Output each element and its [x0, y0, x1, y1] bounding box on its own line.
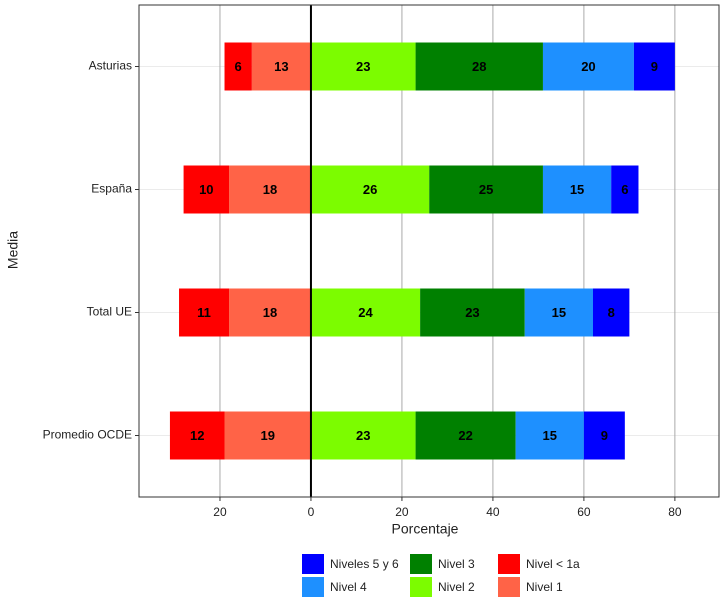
- bar-segment: [310, 288, 421, 337]
- y-tick-label: España: [91, 182, 132, 196]
- data-label: 9: [601, 428, 608, 443]
- data-label: 23: [356, 59, 370, 74]
- bar-segment: [583, 411, 625, 460]
- legend-label: Nivel 4: [330, 580, 367, 594]
- data-label: 23: [465, 305, 479, 320]
- data-label: 15: [570, 182, 584, 197]
- x-axis-title: Porcentaje: [392, 521, 459, 537]
- data-label: 24: [358, 305, 373, 320]
- bar-segment: [310, 165, 430, 214]
- data-label: 23: [356, 428, 370, 443]
- legend-swatch: [498, 577, 520, 597]
- bar-segment: [251, 42, 311, 91]
- bar-segment: [224, 411, 311, 460]
- data-label: 15: [543, 428, 557, 443]
- data-label: 18: [263, 182, 277, 197]
- data-label: 20: [581, 59, 595, 74]
- bar-segment: [592, 288, 630, 337]
- bar-segment: [633, 42, 675, 91]
- x-tick-label: 0: [308, 505, 315, 519]
- bar-segment: [415, 411, 516, 460]
- legend-swatch: [302, 577, 324, 597]
- data-label: 8: [608, 305, 615, 320]
- bar-segment: [542, 165, 612, 214]
- x-tick-label: 20: [213, 505, 227, 519]
- legend-label: Niveles 5 y 6: [330, 557, 399, 571]
- x-tick-label: 40: [486, 505, 500, 519]
- data-label: 13: [274, 59, 288, 74]
- y-axis-title: Media: [5, 231, 21, 269]
- bar-segment: [542, 42, 634, 91]
- legend-label: Nivel 2: [438, 580, 475, 594]
- x-tick-label: 20: [395, 505, 409, 519]
- legend-swatch: [302, 554, 324, 574]
- data-label: 28: [472, 59, 486, 74]
- legend-label: Nivel < 1a: [526, 557, 580, 571]
- bar-segment: [524, 288, 593, 337]
- legend-swatch: [410, 577, 432, 597]
- data-label: 10: [199, 182, 213, 197]
- data-label: 25: [479, 182, 493, 197]
- x-tick-label: 60: [577, 505, 591, 519]
- y-tick-label: Asturias: [89, 59, 132, 73]
- data-label: 9: [651, 59, 658, 74]
- bar-segment: [515, 411, 584, 460]
- data-label: 12: [190, 428, 204, 443]
- bar-segment: [429, 165, 543, 214]
- bar-segment: [611, 165, 639, 214]
- y-tick-label: Promedio OCDE: [43, 428, 132, 442]
- data-label: 19: [261, 428, 275, 443]
- y-tick-label: Total UE: [87, 305, 132, 319]
- data-label: 18: [263, 305, 277, 320]
- bar-segment: [310, 42, 416, 91]
- legend-swatch: [410, 554, 432, 574]
- data-label: 15: [552, 305, 566, 320]
- legend-swatch: [498, 554, 520, 574]
- bar-segment: [420, 288, 525, 337]
- data-label: 26: [363, 182, 377, 197]
- data-label: 6: [235, 59, 242, 74]
- legend-label: Nivel 3: [438, 557, 475, 571]
- bar-segment: [179, 288, 230, 337]
- bar-segment: [229, 288, 311, 337]
- x-tick-label: 80: [668, 505, 682, 519]
- data-label: 22: [458, 428, 472, 443]
- bar-segment: [229, 165, 311, 214]
- bar-segment: [310, 411, 416, 460]
- bar-segment: [415, 42, 543, 91]
- data-label: 6: [621, 182, 628, 197]
- bar-segment: [183, 165, 230, 214]
- legend-label: Nivel 1: [526, 580, 563, 594]
- bar-segment: [224, 42, 252, 91]
- plot-border: [138, 4, 720, 498]
- bar-segment: [169, 411, 225, 460]
- data-label: 11: [197, 305, 211, 320]
